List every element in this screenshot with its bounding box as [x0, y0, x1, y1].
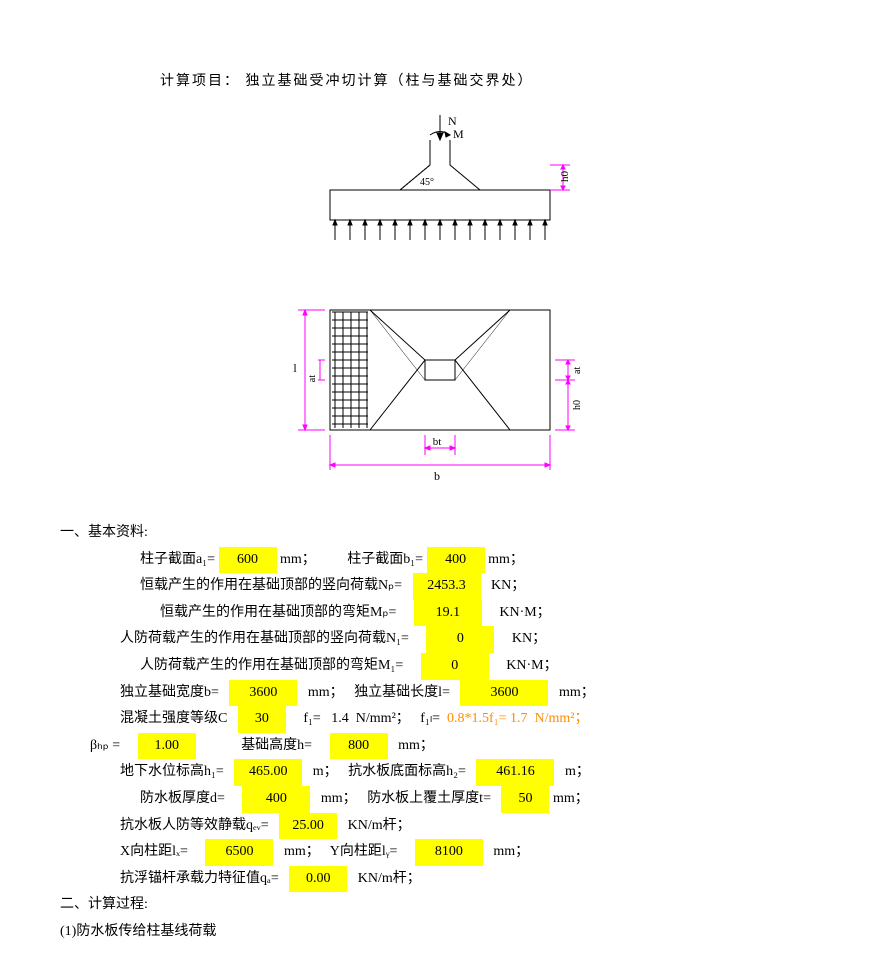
line-13: 抗浮锚杆承载力特征值qₐ= 0.00 KN/m杆；: [120, 866, 820, 893]
l9-label-b: 抗水板底面标高h₂=: [348, 764, 466, 779]
l1-value-a: 600: [219, 547, 277, 574]
l7-unit-c: N/mm²；: [535, 711, 589, 726]
l8-value-a: 1.00: [138, 733, 196, 760]
l2-label: 恒载产生的作用在基础顶部的竖向荷载Nₚ=: [140, 578, 402, 593]
l6-value-a: 3600: [229, 680, 297, 707]
section-1-header: 一、基本资料:: [60, 520, 820, 547]
elevation-diagram: 45° N M h0: [290, 110, 590, 260]
l8-value-b: 800: [330, 733, 388, 760]
l10-label-b: 防水板上覆土厚度t=: [367, 791, 491, 806]
l10-value-a: 400: [242, 786, 310, 813]
line-1: 柱子截面a₁= 600 mm； 柱子截面b₁= 400 mm；: [140, 547, 820, 574]
l7-value-c: 0.8*1.5f₁= 1.7: [447, 711, 527, 726]
l8-unit-b: mm；: [398, 738, 434, 753]
line-9: 地下水位标高h₁= 465.00 m； 抗水板底面标高h₂= 461.16 m；: [120, 759, 820, 786]
l10-label-a: 防水板厚度d=: [140, 791, 225, 806]
l11-value: 25.00: [279, 813, 337, 840]
l10-unit-b: mm；: [553, 791, 589, 806]
l13-label: 抗浮锚杆承载力特征值qₐ=: [120, 871, 279, 886]
svg-text:N: N: [448, 114, 457, 128]
line-8: βₕₚ = 1.00 基础高度h= 800 mm；: [90, 733, 820, 760]
l4-value: 0: [426, 626, 494, 653]
l7-label-b: f₁=: [303, 711, 320, 726]
svg-text:bt: bt: [433, 436, 442, 448]
l5-label: 人防荷载产生的作用在基础顶部的弯矩M₁=: [140, 658, 403, 673]
l9-unit-a: m；: [313, 764, 338, 779]
l7-label-c: f₁ₗ=: [420, 711, 440, 726]
l7-unit-b: N/mm²；: [356, 711, 410, 726]
l7-value-a: 30: [238, 706, 286, 733]
l6-value-b: 3600: [460, 680, 548, 707]
svg-text:45°: 45°: [420, 177, 434, 188]
l13-unit: KN/m杆；: [358, 871, 421, 886]
l8-label-a: βₕₚ =: [90, 738, 120, 753]
line-5: 人防荷载产生的作用在基础顶部的弯矩M₁= 0 KN·M；: [140, 653, 820, 680]
l6-unit-a: mm；: [308, 685, 344, 700]
l12-unit-a: mm；: [284, 844, 320, 859]
svg-text:at: at: [572, 367, 583, 374]
l9-value-b: 461.16: [476, 759, 554, 786]
l2-value: 2453.3: [413, 573, 481, 600]
line-2: 恒载产生的作用在基础顶部的竖向荷载Nₚ= 2453.3 KN；: [140, 573, 820, 600]
line-11: 抗水板人防等效静载qₑᵥ= 25.00 KN/m杆；: [120, 813, 820, 840]
l12-label-a: X向柱距lₓ=: [120, 844, 188, 859]
l11-unit: KN/m杆；: [348, 818, 411, 833]
line-12: X向柱距lₓ= 6500 mm； Y向柱距lᵧ= 8100 mm；: [120, 839, 820, 866]
plan-diagram: b bt l at at h0: [280, 290, 600, 490]
l12-unit-b: mm；: [493, 844, 529, 859]
l11-label: 抗水板人防等效静载qₑᵥ=: [120, 818, 269, 833]
l8-label-b: 基础高度h=: [241, 738, 312, 753]
svg-text:b: b: [434, 469, 440, 483]
l5-value: 0: [421, 653, 489, 680]
l9-value-a: 465.00: [234, 759, 302, 786]
l7-label-a: 混凝土强度等级C: [120, 711, 227, 726]
l1-label-a: 柱子截面a₁=: [140, 552, 215, 567]
l6-unit-b: mm；: [559, 685, 595, 700]
l1-unit-a: mm；: [280, 552, 316, 567]
l13-value: 0.00: [289, 866, 347, 893]
svg-text:h0: h0: [572, 400, 583, 410]
line-7: 混凝土强度等级C 30 f₁= 1.4 N/mm²； f₁ₗ= 0.8*1.5f…: [120, 706, 820, 733]
l1-label-b: 柱子截面b₁=: [347, 552, 423, 567]
line-4: 人防荷载产生的作用在基础顶部的竖向荷载N₁= 0 KN；: [120, 626, 820, 653]
svg-text:l: l: [293, 361, 297, 375]
l9-label-a: 地下水位标高h₁=: [120, 764, 224, 779]
l9-unit-b: m；: [565, 764, 590, 779]
l1-unit-b: mm；: [488, 552, 524, 567]
page-title: 计算项目： 独立基础受冲切计算（柱与基础交界处）: [160, 70, 820, 90]
l12-label-b: Y向柱距lᵧ=: [330, 844, 398, 859]
l4-unit: KN；: [512, 631, 546, 646]
l6-label-b: 独立基础长度l=: [354, 685, 450, 700]
l3-label: 恒载产生的作用在基础顶部的弯矩Mₚ=: [160, 605, 396, 620]
l10-unit-a: mm；: [321, 791, 357, 806]
svg-text:h0: h0: [559, 171, 571, 183]
l10-value-b: 50: [501, 786, 549, 813]
l12-value-a: 6500: [205, 839, 273, 866]
svg-text:M: M: [453, 127, 464, 141]
l6-label-a: 独立基础宽度b=: [120, 685, 219, 700]
l12-value-b: 8100: [415, 839, 483, 866]
line-6: 独立基础宽度b= 3600 mm； 独立基础长度l= 3600 mm；: [120, 680, 820, 707]
section-2-1: (1)防水板传给柱基线荷载: [60, 919, 820, 946]
line-10: 防水板厚度d= 400 mm； 防水板上覆土厚度t= 50 mm；: [140, 786, 820, 813]
l7-value-b: 1.4: [331, 711, 349, 726]
l2-unit: KN；: [491, 578, 525, 593]
l4-label: 人防荷载产生的作用在基础顶部的竖向荷载N₁=: [120, 631, 409, 646]
l3-value: 19.1: [414, 600, 482, 627]
l5-unit: KN·M；: [506, 658, 557, 673]
l3-unit: KN·M；: [499, 605, 550, 620]
section-2-header: 二、计算过程:: [60, 892, 820, 919]
l1-value-b: 400: [427, 547, 485, 574]
diagram-container: 45° N M h0 b bt l at at: [60, 110, 820, 490]
line-3: 恒载产生的作用在基础顶部的弯矩Mₚ= 19.1 KN·M；: [160, 600, 820, 627]
svg-text:at: at: [307, 375, 318, 382]
